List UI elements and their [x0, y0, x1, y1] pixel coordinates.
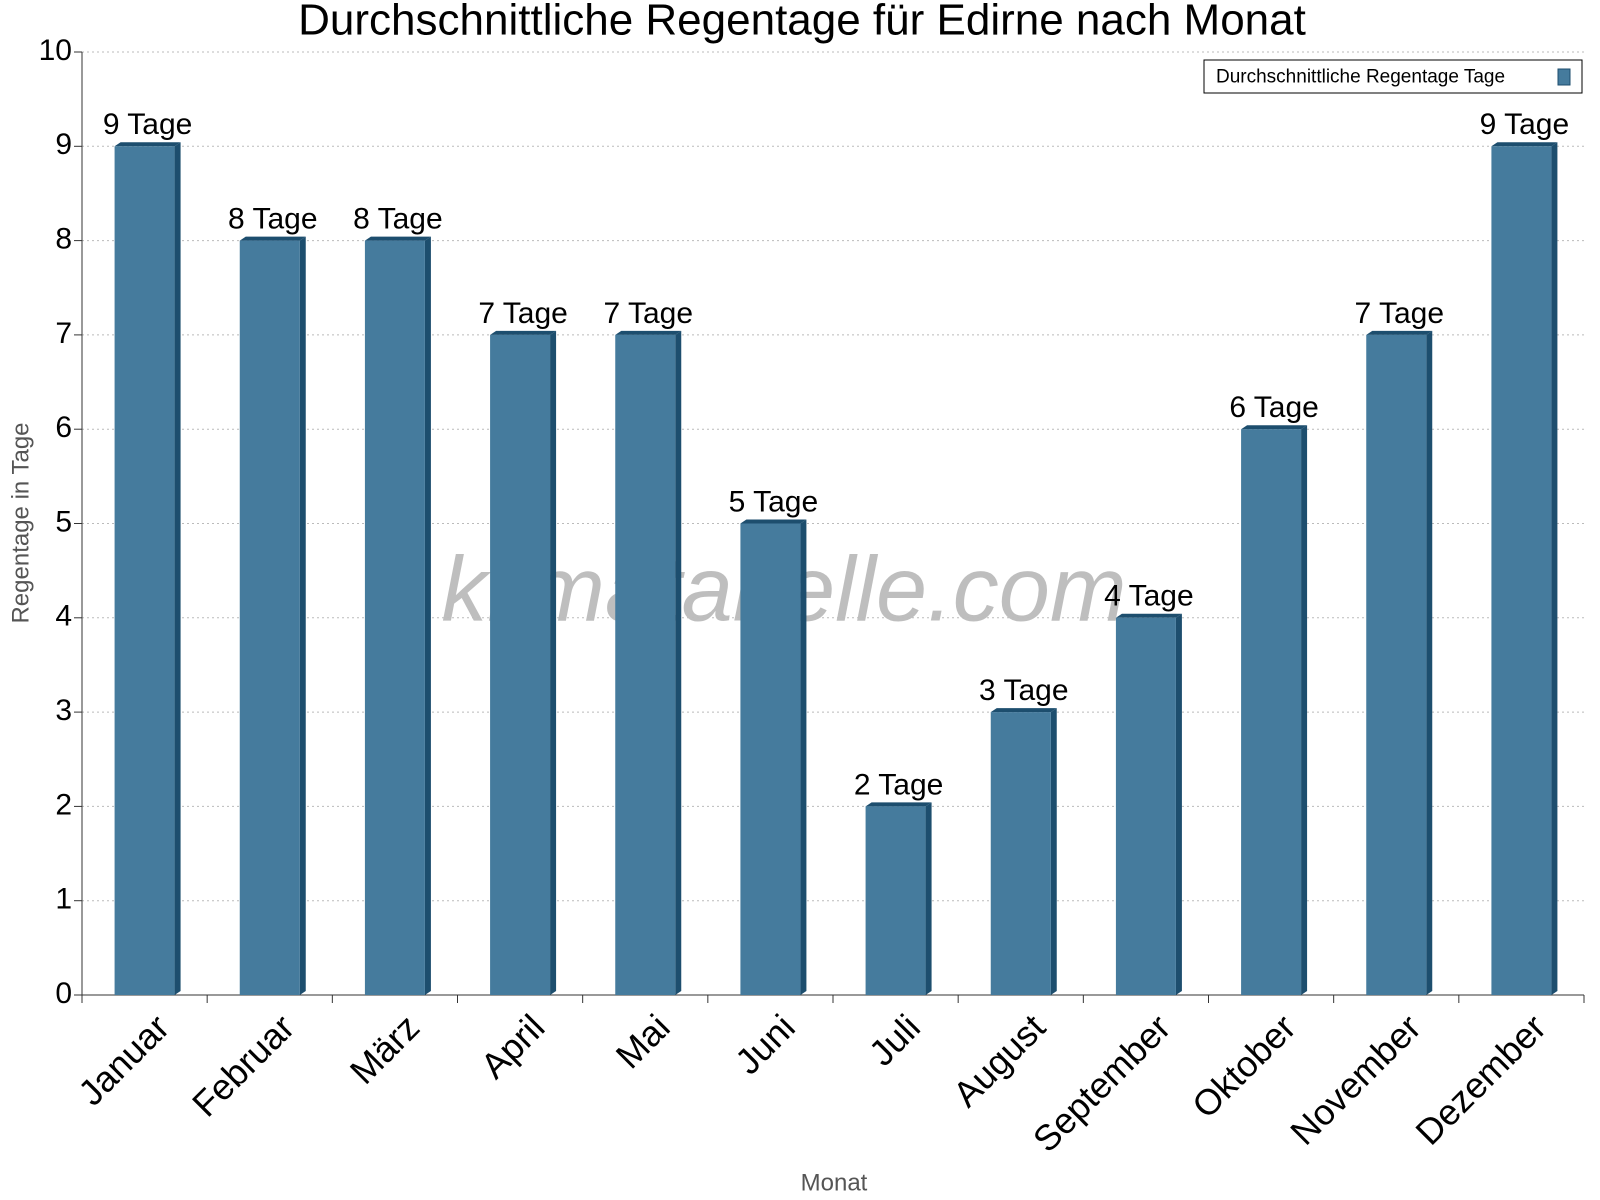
bar-top	[1241, 425, 1308, 430]
data-label: 4 Tage	[1104, 580, 1194, 613]
bar-group	[114, 142, 181, 996]
bar-group	[1115, 613, 1182, 995]
bar-group	[615, 330, 682, 995]
bar	[740, 523, 801, 995]
y-tick-label: 5	[55, 505, 72, 538]
x-tick-label: September	[1025, 1006, 1179, 1160]
y-tick-label: 7	[55, 317, 72, 350]
bar	[615, 334, 676, 995]
bar-group	[865, 802, 932, 995]
x-tick-label: Februar	[184, 1006, 302, 1124]
bar-side	[800, 519, 807, 995]
y-tick-label: 10	[39, 34, 72, 67]
bar-top	[1115, 613, 1182, 618]
bar-group	[1366, 330, 1433, 995]
x-tick-label: Juni	[727, 1006, 803, 1082]
y-tick-label: 3	[55, 694, 72, 727]
bar-top	[615, 330, 682, 335]
data-label: 3 Tage	[979, 674, 1069, 707]
data-label: 8 Tage	[353, 203, 443, 236]
bar-side	[424, 236, 431, 996]
data-label: 7 Tage	[1354, 297, 1444, 330]
bar-top	[364, 236, 431, 241]
data-label: 5 Tage	[729, 485, 819, 518]
x-tick-label: Oktober	[1184, 1006, 1304, 1126]
legend-swatch	[1557, 68, 1571, 86]
bar	[865, 806, 926, 995]
bar-top	[1366, 330, 1433, 335]
bar	[1115, 617, 1176, 995]
bar-top	[865, 802, 932, 807]
bar-side	[675, 330, 682, 995]
bar-group	[490, 330, 557, 995]
bar-side	[550, 330, 557, 995]
bar-top	[490, 330, 557, 335]
data-label: 8 Tage	[228, 203, 318, 236]
data-label: 2 Tage	[854, 768, 944, 801]
bar	[990, 712, 1051, 995]
bar-top	[990, 708, 1057, 713]
bar-group	[239, 236, 306, 996]
bar-side	[1175, 613, 1182, 995]
x-tick-label: November	[1282, 1006, 1428, 1152]
bar	[490, 334, 551, 995]
bar	[1366, 334, 1427, 995]
bar-top	[1491, 142, 1558, 147]
legend: Durchschnittliche Regentage Tage	[1203, 59, 1583, 94]
bar	[364, 240, 425, 996]
bar	[239, 240, 300, 996]
bar-side	[1426, 330, 1433, 995]
bar-side	[925, 802, 932, 995]
bar-group	[364, 236, 431, 996]
y-tick-label: 9	[55, 128, 72, 161]
bar	[1491, 146, 1552, 996]
y-tick-label: 2	[55, 788, 72, 821]
data-label: 7 Tage	[603, 297, 693, 330]
bar	[1241, 429, 1302, 995]
bar-side	[174, 142, 181, 996]
x-tick-label: Juli	[861, 1006, 928, 1073]
bar-side	[1551, 142, 1558, 996]
legend-box	[1203, 59, 1583, 94]
x-tick-label: März	[342, 1006, 428, 1092]
y-tick-label: 1	[55, 883, 72, 916]
bar-group	[740, 519, 807, 995]
data-label: 6 Tage	[1229, 391, 1319, 424]
y-axis-title: Regentage in Tage	[7, 422, 34, 623]
bar-group	[1491, 142, 1558, 996]
bar	[114, 146, 175, 996]
bar-group	[990, 708, 1057, 995]
x-tick-label: April	[473, 1006, 553, 1086]
legend-label: Durchschnittliche Regentage Tage	[1216, 67, 1505, 88]
x-tick-label: August	[945, 1006, 1053, 1114]
bar-side	[1301, 425, 1308, 995]
y-tick-label: 0	[55, 977, 72, 1010]
x-axis-title: Monat	[801, 1169, 868, 1196]
bar-top	[114, 142, 181, 147]
data-label: 7 Tage	[478, 297, 568, 330]
x-tick-label: Dezember	[1407, 1006, 1553, 1152]
y-tick-label: 6	[55, 411, 72, 444]
y-tick-label: 4	[55, 600, 72, 633]
bar-group	[1241, 425, 1308, 995]
bar-top	[740, 519, 807, 524]
x-tick-label: Januar	[70, 1006, 177, 1113]
data-label: 9 Tage	[103, 108, 193, 141]
y-tick-label: 8	[55, 223, 72, 256]
bar-side	[299, 236, 306, 996]
bar-side	[1050, 708, 1057, 995]
data-label: 9 Tage	[1480, 108, 1570, 141]
chart-title: Durchschnittliche Regentage für Edirne n…	[298, 0, 1306, 45]
x-tick-label: Mai	[608, 1006, 678, 1076]
bar-top	[239, 236, 306, 241]
